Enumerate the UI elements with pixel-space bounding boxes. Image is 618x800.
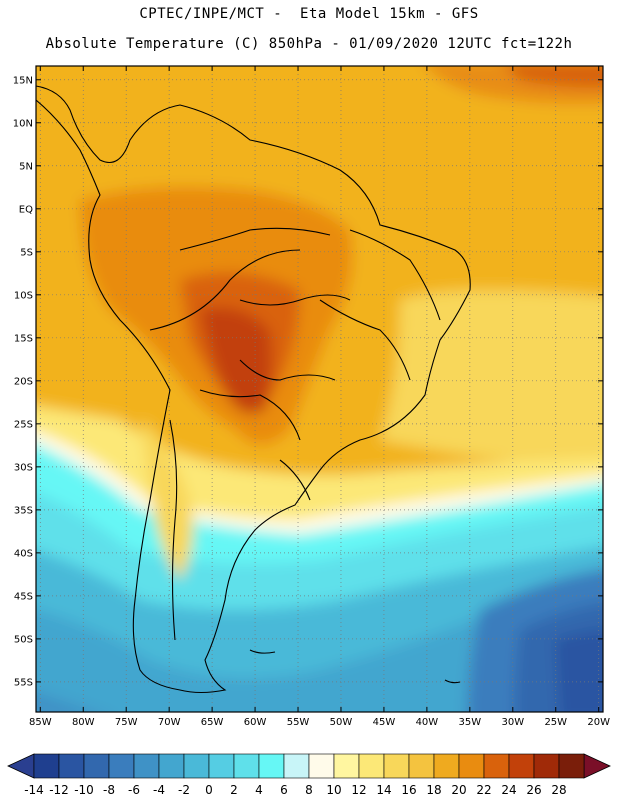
lon-tick-label: 45W — [373, 717, 396, 728]
colorbar-under-arrow — [7, 753, 35, 779]
colorbar-swatch — [283, 753, 310, 779]
colorbar-label: -6 — [128, 783, 140, 797]
colorbar-swatch — [83, 753, 110, 779]
colorbar-swatch — [558, 753, 585, 779]
lon-tick-label: 50W — [330, 717, 353, 728]
lat-tick-label: 5N — [19, 161, 33, 172]
lat-tick-label: 45S — [14, 591, 33, 602]
colorbar-swatch — [133, 753, 160, 779]
lon-tick-label: 70W — [158, 717, 181, 728]
colorbar-swatch — [58, 753, 85, 779]
longitude-axis: 85W 80W 75W 70W 65W 60W 55W 50W 45W 40W 35W 30W 25W 2… — [29, 66, 610, 728]
colorbar-label: -2 — [178, 783, 190, 797]
lon-tick-label: 35W — [459, 717, 482, 728]
colorbar-label: -10 — [74, 783, 94, 797]
colorbar-label: 8 — [305, 783, 313, 797]
colorbar-label: -8 — [103, 783, 115, 797]
colorbar-label: 4 — [255, 783, 263, 797]
colorbar-swatch — [358, 753, 385, 779]
colorbar-over-arrow — [583, 753, 611, 779]
colorbar-swatch — [308, 753, 335, 779]
colorbar-label: -4 — [153, 783, 165, 797]
colorbar-swatch — [408, 753, 435, 779]
lon-tick-label: 75W — [115, 717, 138, 728]
lat-tick-label: 15S — [14, 333, 33, 344]
lon-tick-label: 30W — [501, 717, 524, 728]
lat-tick-label: 55S — [14, 677, 33, 688]
colorbar-swatch — [533, 753, 560, 779]
colorbar-swatch — [433, 753, 460, 779]
colorbar-label: 6 — [280, 783, 288, 797]
colorbar-label: -14 — [24, 783, 44, 797]
lat-tick-label: 50S — [14, 634, 33, 645]
lon-tick-label: 65W — [201, 717, 224, 728]
colorbar-swatch — [208, 753, 235, 779]
colorbar-swatch — [33, 753, 60, 779]
colorbar-swatch — [158, 753, 185, 779]
colorbar: -14 -12 -10 -8 -6 -4 -2 0 2 4 6 8 10 12 14 16 18 20 22 24 26… — [7, 753, 611, 797]
colorbar-swatch — [458, 753, 485, 779]
lon-tick-label: 20W — [587, 717, 610, 728]
lat-tick-label: 10N — [13, 118, 33, 129]
lat-tick-label: 35S — [14, 505, 33, 516]
colorbar-label: 12 — [351, 783, 366, 797]
colorbar-label: 2 — [230, 783, 238, 797]
lat-tick-label: 30S — [14, 462, 33, 473]
lat-tick-label: 15N — [13, 75, 33, 86]
colorbar-swatch — [333, 753, 360, 779]
lon-tick-label: 40W — [416, 717, 439, 728]
lat-tick-label: 40S — [14, 548, 33, 559]
colorbar-swatch — [383, 753, 410, 779]
graticule-lines — [36, 66, 603, 712]
colorbar-label: -12 — [49, 783, 69, 797]
lat-tick-label: 5S — [20, 247, 33, 258]
colorbar-label: 16 — [401, 783, 416, 797]
colorbar-swatch — [183, 753, 210, 779]
map-frame — [35, 65, 604, 713]
coastline-borders — [36, 85, 471, 694]
chart-title-line2: Absolute Temperature (C) 850hPa - 01/09/… — [45, 36, 573, 52]
lon-tick-label: 60W — [244, 717, 267, 728]
colorbar-swatch — [233, 753, 260, 779]
colorbar-swatch — [108, 753, 135, 779]
colorbar-label: 20 — [451, 783, 466, 797]
lat-tick-label: 10S — [14, 290, 33, 301]
colorbar-label: 14 — [376, 783, 391, 797]
colorbar-label: 0 — [205, 783, 213, 797]
colorbar-label: 28 — [551, 783, 566, 797]
lon-tick-label: 80W — [72, 717, 95, 728]
colorbar-swatch — [258, 753, 285, 779]
lon-tick-label: 85W — [29, 717, 52, 728]
colorbar-label: 24 — [501, 783, 516, 797]
colorbar-label: 18 — [426, 783, 441, 797]
colorbar-label: 22 — [476, 783, 491, 797]
colorbar-swatch — [483, 753, 510, 779]
latitude-axis: 15N 10N 5N EQ 5S 10S 15S 20S 25S 30S 35S 40S 45S 50S 5… — [13, 75, 603, 688]
colorbar-label: 26 — [526, 783, 541, 797]
lat-tick-label: 25S — [14, 419, 33, 430]
lon-tick-label: 25W — [544, 717, 567, 728]
chart-title-line1: CPTEC/INPE/MCT - Eta Model 15km - GFS — [139, 6, 479, 22]
colorbar-label: 10 — [326, 783, 341, 797]
lat-tick-label: EQ — [19, 204, 33, 215]
lon-tick-label: 55W — [287, 717, 310, 728]
colorbar-swatch — [508, 753, 535, 779]
lat-tick-label: 20S — [14, 376, 33, 387]
